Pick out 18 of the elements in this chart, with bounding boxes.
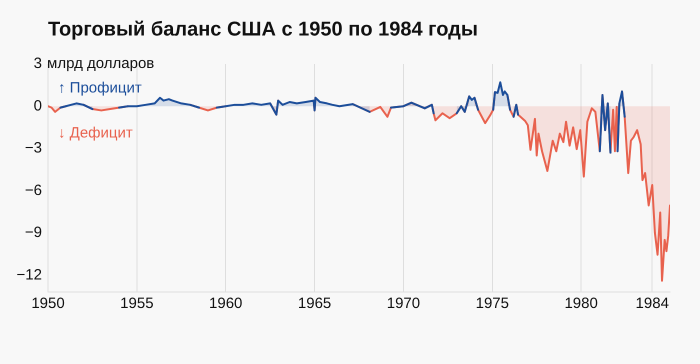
x-tick-label: 1965 bbox=[298, 295, 332, 312]
chart-title: Торговый баланс США с 1950 по 1984 годы bbox=[48, 18, 478, 41]
series-label: ↑ Профицит bbox=[58, 79, 142, 96]
x-tick-label: 1960 bbox=[209, 295, 242, 312]
y-axis-title: млрд долларов bbox=[47, 55, 154, 72]
x-tick-label: 1970 bbox=[386, 295, 420, 312]
y-tick-label: 0 bbox=[34, 97, 42, 114]
x-tick-label: 1980 bbox=[564, 295, 598, 312]
y-tick-label: −12 bbox=[16, 266, 42, 284]
y-tick-label: −9 bbox=[24, 224, 42, 242]
series-label: ↓ Дефицит bbox=[58, 124, 133, 142]
y-tick-label: 3 bbox=[34, 55, 42, 72]
x-tick-label: 1975 bbox=[476, 295, 509, 312]
y-tick-label: −6 bbox=[24, 182, 42, 199]
x-tick-label: 1984 bbox=[636, 295, 669, 312]
x-tick-label: 1950 bbox=[31, 295, 65, 312]
x-tick-label: 1955 bbox=[120, 295, 154, 312]
y-tick-label: −3 bbox=[24, 140, 42, 157]
